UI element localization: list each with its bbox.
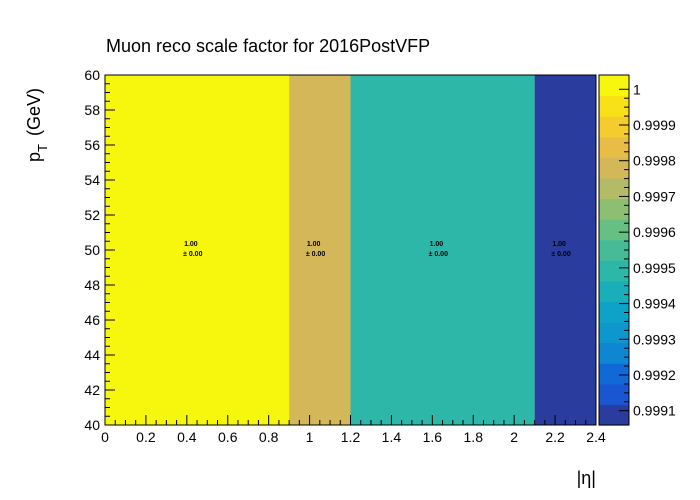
colorbar-tick-label: 0.9998 [633, 153, 676, 169]
y-axis-label-main: p [24, 152, 44, 162]
colorbar-swatch [599, 260, 629, 282]
colorbar-swatch [599, 239, 629, 261]
colorbar-swatch [599, 342, 629, 364]
cell-value-label-0: 1.00 [184, 241, 198, 248]
colorbar-tick-label: 1 [633, 81, 641, 97]
x-tick-label: 1.2 [341, 429, 361, 445]
colorbar-swatch [599, 363, 629, 385]
x-tick-label: 2 [510, 429, 518, 445]
y-tick-label: 46 [84, 312, 100, 328]
cell-error-label-1: ± 0.00 [306, 251, 326, 258]
x-tick-label: 0.6 [218, 429, 238, 445]
y-tick-label: 40 [84, 417, 100, 433]
x-tick-label: 1.8 [464, 429, 484, 445]
colorbar-tick-label: 0.9997 [633, 188, 676, 204]
colorbar-swatch [599, 75, 629, 97]
y-tick-label: 60 [84, 67, 100, 83]
colorbar-swatch [599, 116, 629, 138]
chart-title: Muon reco scale factor for 2016PostVFP [106, 36, 430, 56]
y-tick-label: 56 [84, 137, 100, 153]
cell-value-label-1: 1.00 [307, 241, 321, 248]
colorbar-swatch [599, 177, 629, 200]
colorbar-tick-label: 0.9991 [633, 403, 676, 419]
x-tick-label: 0.4 [177, 429, 197, 445]
heatmap-cell-1 [289, 75, 351, 425]
colorbar-swatch [599, 301, 629, 323]
x-tick-label: 0.8 [259, 429, 279, 445]
svg-text:pT(GeV): pT (GeV) [24, 88, 50, 162]
x-tick-label: 1.4 [382, 429, 402, 445]
y-tick-label: 52 [84, 207, 100, 223]
colorbar-tick-label: 0.9992 [633, 367, 676, 383]
x-tick-label: 1.6 [423, 429, 443, 445]
colorbar-tick-label: 0.9996 [633, 224, 676, 240]
y-axis-label: pT (GeV) [24, 88, 50, 162]
colorbar-swatch [599, 219, 629, 241]
y-tick-label: 54 [84, 172, 100, 188]
colorbar-swatch [599, 280, 629, 303]
colorbar-tick-label: 0.9994 [633, 296, 676, 312]
x-tick-label: 2.4 [586, 429, 606, 445]
y-tick-label: 48 [84, 277, 100, 293]
y-tick-label: 42 [84, 382, 100, 398]
cell-error-label-3: ± 0.00 [551, 251, 571, 258]
x-tick-label: 2.2 [545, 429, 565, 445]
colorbar-swatch [599, 322, 629, 344]
cell-value-label-2: 1.00 [430, 241, 444, 248]
y-tick-label: 58 [84, 102, 100, 118]
x-axis-label: |η| [577, 468, 596, 488]
cell-error-label-2: ± 0.00 [429, 251, 449, 258]
colorbar-swatch [599, 157, 629, 179]
x-tick-label: 0 [101, 429, 109, 445]
y-tick-label: 50 [84, 242, 100, 258]
y-axis-label-subscript: T [35, 144, 50, 152]
colorbar-swatch [599, 95, 629, 117]
x-tick-label: 0.2 [136, 429, 156, 445]
colorbar-swatch [599, 136, 629, 158]
cell-value-label-3: 1.00 [552, 241, 566, 248]
colorbar-swatch [599, 383, 629, 406]
heatmap-cell-0 [105, 75, 290, 425]
colorbar-tick-label: 0.9995 [633, 260, 676, 276]
x-tick-label: 1 [306, 429, 314, 445]
y-axis-label-unit: (GeV) [24, 88, 44, 136]
colorbar-tick-label: 0.9993 [633, 331, 676, 347]
colorbar-swatch [599, 404, 629, 426]
colorbar-tick-label: 0.9999 [633, 117, 676, 133]
heatmap-cell-3 [534, 75, 596, 425]
y-tick-label: 44 [84, 347, 100, 363]
cell-error-label-0: ± 0.00 [183, 251, 203, 258]
heatmap-cell-2 [350, 75, 535, 425]
colorbar-swatch [599, 198, 629, 220]
